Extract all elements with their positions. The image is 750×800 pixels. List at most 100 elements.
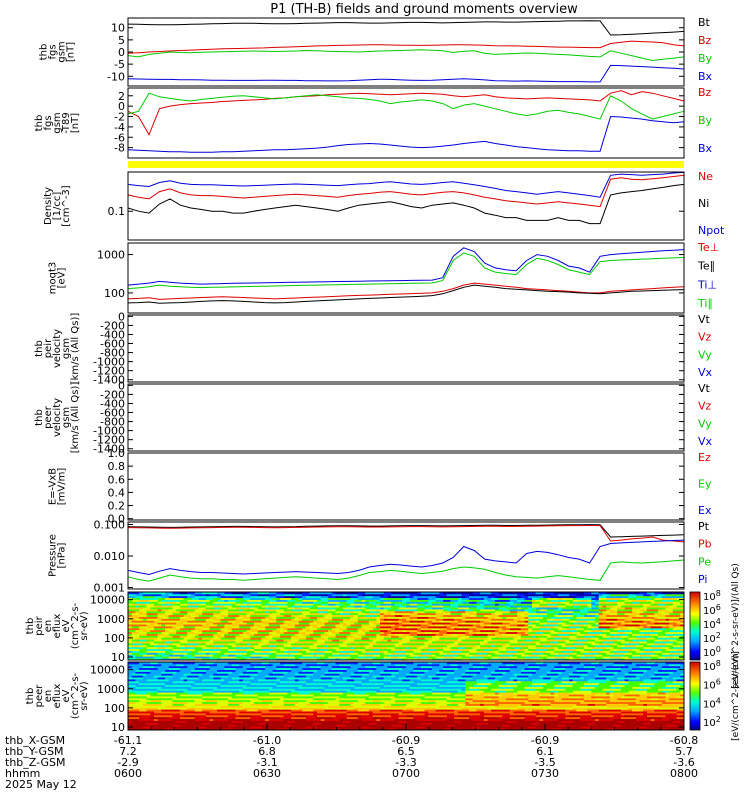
ylabel-line: Density [43,187,54,225]
xaxis-tick-label: -3.3 [395,756,416,769]
series-line-fgs-gsm-t89-0 [127,90,685,136]
panel-efield: 1.00.80.60.40.20.0 E=-VxB[mV/m] Ez Ey Ex [48,447,712,526]
panel-frame [127,314,685,383]
ylabel-line: [cm^-3] [61,185,72,226]
legend-entry-Bx: Bx [698,142,713,155]
xaxis-tick-label: -3.1 [256,756,277,769]
ylabel-line: Pressure [48,534,59,577]
xaxis-tick-label: -3.6 [673,756,694,769]
series-line-fgs-gsm-t89-1 [127,92,685,120]
legend-entry-Npot: Npot [698,224,725,237]
ylabel-line: en [43,690,54,703]
legend-entry-Vy: Vy [698,417,712,430]
xaxis-tick-label: 0630 [253,767,281,780]
legend-entry-By: By [698,52,713,65]
ytick-label: -200 [100,388,125,401]
data-quality-bar [128,161,684,168]
ylabel-line: thb [39,44,50,61]
ytick-label: 0 [118,310,125,323]
xaxis-tick-label: -60.8 [670,734,698,747]
panel-frame [127,591,685,661]
ylabel-line: peir [43,338,54,358]
ylabel-line: thb [34,115,45,132]
ytick-label: 0.0 [108,513,126,526]
ytick-label: 0 [118,379,125,392]
ytick-label: 10 [111,721,125,734]
panel-frame [127,87,685,159]
ylabel-line: fgs [48,44,59,59]
panel-density: 0.1 Density[1/cc][cm^-3] Ne Ni Npot [43,170,725,241]
xaxis-tick-label: 5.7 [675,745,693,758]
legend-entry-Ti⊥: Ti⊥ [697,278,717,291]
ylabel-line: thb [34,340,45,357]
ylabel-line: eV [61,689,72,702]
ylabel-line: gsm [52,112,63,133]
ytick-label: 100 [104,702,125,715]
legend-entry-Ey: Ey [698,478,712,491]
xaxis-row-label: thb_Y-GSM [5,745,64,758]
legend-entry-Te⊥: Te⊥ [697,241,719,254]
panel-frame [127,452,685,521]
ylabel-line: velocity [52,398,63,437]
ylabel-line: gsm [61,338,72,359]
ytick-label: 0 [118,100,125,113]
legend-entry-Bx: Bx [698,70,713,83]
ytick-label: 0.010 [94,550,126,563]
xaxis-tick-label: -61.1 [114,734,142,747]
legend-entry-Vt: Vt [698,382,711,395]
ylabel-line: sr-eV) [79,611,90,640]
xaxis-row-label: thb_X-GSM [5,734,65,747]
ytick-label: 0.100 [94,518,126,531]
xaxis-row-label: thb_Z-GSM [5,756,65,769]
xaxis-tick-label: -2.9 [117,756,138,769]
ylabel-line: fgs [43,115,54,130]
panel-peer-en-eflux: 10000 1000 100 10 thbpeerenefluxeV(cm^2-s-sr… [25,651,741,741]
ylabel-line: eflux [52,684,63,709]
legend-entry-Ti∥: Ti∥ [697,297,713,310]
legend-entry-Ne: Ne [698,170,713,183]
ytick-label: 0.2 [108,500,126,513]
legend-entry-Pt: Pt [698,520,710,533]
legend-entry-By: By [698,114,713,127]
ytick-label: -1000 [93,425,125,438]
ytick-label: 0 [118,46,125,59]
ylabel-line: peir [34,615,45,635]
ytick-label: 1000 [97,613,125,626]
colorbar-label: [eV/(cm^2-s-sr-eV)]/(All Qs) [731,563,741,689]
ytick-label: 5 [118,34,125,47]
legend-entry-Pe: Pe [698,555,711,568]
ytick-label: 0.8 [108,460,126,473]
ytick-label: -1400 [93,443,125,456]
series-line-density-0 [127,174,685,208]
ylabel-line: velocity [52,329,63,368]
ylabel-line: [nT] [70,113,81,133]
ytick-label: 0.1 [108,205,126,218]
panel-frame [127,242,685,314]
ylabel-line: en [43,620,54,633]
series-line-fgs-gsm-1 [127,40,685,54]
panel-peir-en-eflux: 10000 1000 100 10 thbpeirenefluxeV(cm^2-s-sr… [25,563,741,689]
ytick-label: 1000 [97,683,125,696]
ylabel-line: peer [34,684,45,708]
ytick-label: 2 [118,90,125,103]
ytick-label: -800 [100,416,125,429]
ylabel-line: [eV] [57,268,68,289]
date-label: 2025 May 12 [5,778,77,791]
ytick-label: 10000 [90,664,125,677]
page-title: P1 (TH-B) fields and ground moments over… [270,2,578,17]
xaxis-row-label: hhmm [5,767,40,780]
series-line-temperature-1 [127,284,685,304]
ytick-label: 100 [104,632,125,645]
ytick-label: -5 [114,58,125,71]
ylabel-line: eflux [52,614,63,639]
legend-entry-Pi: Pi [698,573,707,586]
ylabel-line: -T89 [61,112,72,134]
ylabel-line: [mV/m] [57,468,68,506]
ylabel-line: E=-VxB [48,468,59,505]
series-line-density-1 [127,183,685,225]
ytick-label: -600 [100,338,125,351]
panel-temperature: 1000 100 moqt3[eV] Te⊥ Te∥ Ti⊥ Ti∥ [48,241,719,314]
